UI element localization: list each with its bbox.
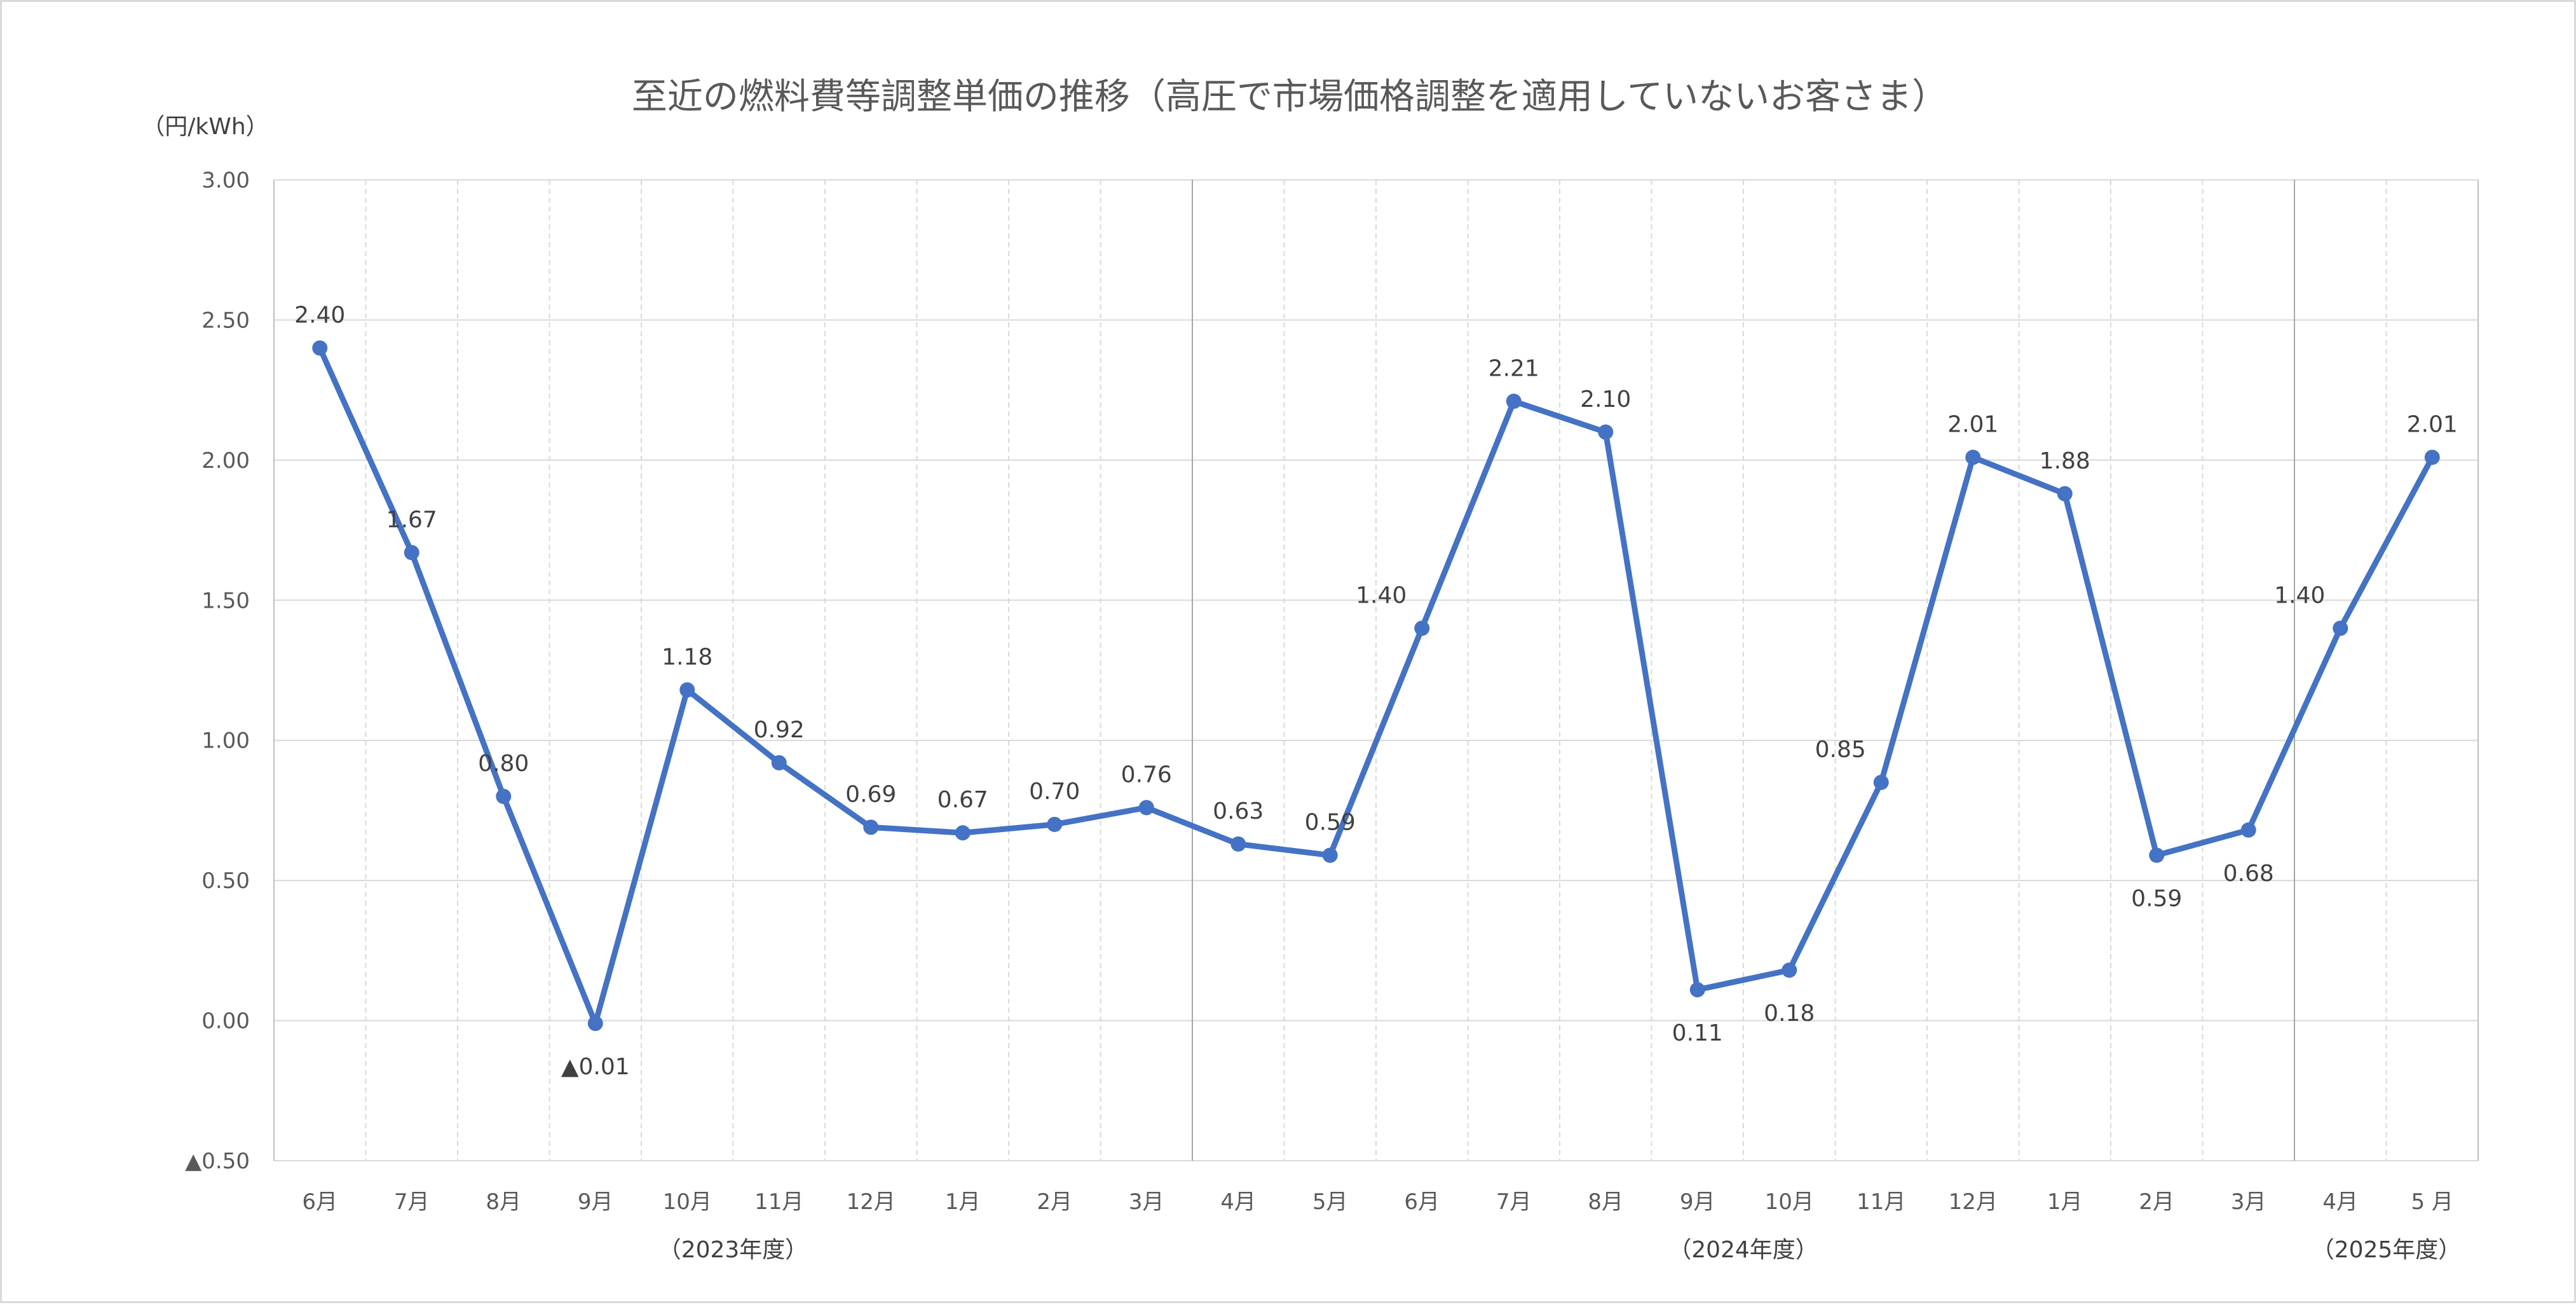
data-label: 0.59 bbox=[1305, 809, 1356, 835]
data-point bbox=[312, 340, 328, 356]
chart-title: 至近の燃料費等調整単価の推移（高圧で市場価格調整を適用していないお客さま） bbox=[632, 76, 1947, 118]
data-point bbox=[1965, 449, 1981, 465]
x-tick-label: 9月 bbox=[578, 1189, 613, 1215]
data-label: 2.40 bbox=[294, 303, 345, 329]
series-line bbox=[317, 345, 2436, 1027]
data-point bbox=[1689, 982, 1705, 998]
data-point bbox=[863, 819, 879, 835]
data-label: 2.21 bbox=[1489, 355, 1539, 381]
x-tick-label: 2月 bbox=[1037, 1189, 1072, 1215]
data-point bbox=[404, 545, 419, 561]
x-tick-label: 1月 bbox=[945, 1189, 981, 1215]
x-tick-label: 7月 bbox=[394, 1189, 430, 1215]
data-label: 0.67 bbox=[937, 787, 988, 813]
y-tick-label: 1.50 bbox=[201, 588, 250, 613]
x-tick-label: 11月 bbox=[754, 1189, 803, 1215]
data-point bbox=[587, 1015, 603, 1031]
data-label: 2.10 bbox=[1580, 386, 1631, 413]
data-point bbox=[1506, 393, 1522, 409]
x-tick-label: 4月 bbox=[2322, 1189, 2358, 1215]
data-label: 1.67 bbox=[386, 507, 437, 533]
y-tick-label: 3.00 bbox=[201, 168, 250, 193]
x-tick-label: 8月 bbox=[486, 1189, 521, 1215]
data-label: 0.59 bbox=[2131, 885, 2182, 912]
data-point bbox=[2424, 449, 2440, 465]
data-point bbox=[1047, 816, 1063, 832]
data-label: 2.01 bbox=[2407, 411, 2458, 437]
x-tick-label: 8月 bbox=[1588, 1189, 1623, 1215]
data-label: 2.01 bbox=[1947, 411, 1998, 437]
data-label: 0.76 bbox=[1121, 762, 1172, 788]
data-point bbox=[2057, 486, 2073, 502]
x-tick-label: 10月 bbox=[1765, 1189, 1814, 1215]
data-point bbox=[1138, 800, 1154, 816]
x-tick-label: 1月 bbox=[2047, 1189, 2083, 1215]
data-point bbox=[1598, 424, 1614, 440]
data-label: 0.63 bbox=[1213, 798, 1264, 824]
x-tick-label: 5 月 bbox=[2411, 1189, 2453, 1215]
x-tick-label: 11月 bbox=[1857, 1189, 1905, 1215]
x-tick-label: 6月 bbox=[1404, 1189, 1440, 1215]
data-label-layer: 2.40 1.67 0.80 ▲0.01 1.18 0.92 0.69 0.67 0.70 0.7… bbox=[294, 303, 2458, 1080]
data-point bbox=[1322, 847, 1338, 863]
y-tick-label: ▲0.50 bbox=[185, 1149, 250, 1174]
axis-layer: 3.00 2.50 2.00 1.50 1.00 0.50 0.00 ▲0.50 6月 7月 8月 9… bbox=[185, 168, 2461, 1263]
grid-layer bbox=[273, 179, 2479, 1161]
data-label: 1.88 bbox=[2040, 448, 2090, 474]
data-point bbox=[771, 755, 787, 770]
data-label: 0.85 bbox=[1815, 737, 1866, 763]
x-tick-label: 2月 bbox=[2139, 1189, 2174, 1215]
x-tick-label: 4月 bbox=[1220, 1189, 1256, 1215]
x-tick-label: 3月 bbox=[2231, 1189, 2266, 1215]
y-tick-label: 0.50 bbox=[201, 868, 250, 894]
data-point bbox=[955, 825, 971, 841]
x-tick-label: 12月 bbox=[847, 1189, 896, 1215]
y-tick-label: 2.00 bbox=[201, 448, 250, 474]
data-label: 0.11 bbox=[1672, 1020, 1723, 1046]
data-point bbox=[2333, 620, 2348, 636]
x-tick-label: 3月 bbox=[1129, 1189, 1164, 1215]
data-point bbox=[2149, 847, 2165, 863]
data-label: 0.70 bbox=[1029, 779, 1080, 805]
data-point bbox=[2240, 822, 2256, 838]
data-label: 0.69 bbox=[845, 781, 896, 807]
y-axis-unit-label: （円/kWh） bbox=[142, 114, 268, 140]
data-label: 0.80 bbox=[478, 751, 529, 777]
data-point bbox=[679, 682, 695, 698]
x-tick-label: 5月 bbox=[1312, 1189, 1348, 1215]
fiscal-year-group-label: （2025年度） bbox=[2312, 1237, 2462, 1263]
data-label: 1.18 bbox=[662, 644, 712, 670]
y-tick-label: 2.50 bbox=[201, 308, 250, 333]
y-tick-label: 0.00 bbox=[201, 1009, 250, 1034]
data-label: 0.92 bbox=[754, 717, 805, 743]
data-point bbox=[1230, 836, 1246, 852]
x-tick-label: 7月 bbox=[1496, 1189, 1532, 1215]
data-label: 1.40 bbox=[2274, 582, 2325, 608]
data-label: 0.68 bbox=[2223, 861, 2274, 887]
fiscal-year-group-label: （2023年度） bbox=[658, 1237, 808, 1263]
x-tick-label: 9月 bbox=[1680, 1189, 1715, 1215]
fiscal-year-group-label: （2024年度） bbox=[1668, 1237, 1818, 1263]
data-label: ▲0.01 bbox=[561, 1054, 630, 1080]
data-point bbox=[1782, 962, 1797, 978]
data-point bbox=[496, 788, 512, 804]
x-tick-label: 12月 bbox=[1949, 1189, 1998, 1215]
series-layer bbox=[312, 340, 2440, 1031]
x-tick-label: 10月 bbox=[663, 1189, 712, 1215]
data-point bbox=[1873, 774, 1889, 790]
y-tick-label: 1.00 bbox=[201, 728, 250, 754]
x-tick-label: 6月 bbox=[302, 1189, 337, 1215]
data-point bbox=[1414, 620, 1430, 636]
data-label: 1.40 bbox=[1356, 582, 1407, 608]
data-label: 0.18 bbox=[1764, 1001, 1815, 1027]
